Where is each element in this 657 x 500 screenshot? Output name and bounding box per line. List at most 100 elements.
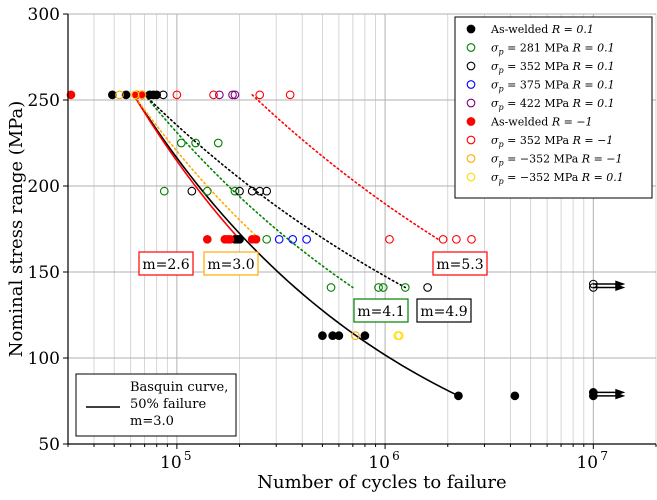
data-point-series-5 bbox=[225, 234, 235, 244]
data-point-series-0 bbox=[454, 391, 463, 401]
data-point-series-1 bbox=[230, 186, 240, 196]
curve-neg352-rm1 bbox=[132, 94, 261, 241]
curve-layer bbox=[132, 94, 459, 397]
slope-label-box bbox=[138, 251, 194, 276]
legend-marker bbox=[466, 80, 476, 89]
data-point-series-1 bbox=[374, 283, 383, 292]
x-tick-label: 10 bbox=[368, 453, 390, 473]
data-point-series-5 bbox=[66, 90, 76, 100]
data-point-series-1 bbox=[191, 138, 200, 148]
data-point-series-2 bbox=[158, 90, 168, 100]
data-point-series-4 bbox=[228, 90, 237, 100]
slope-label-box bbox=[416, 298, 472, 323]
legend-marker bbox=[466, 172, 476, 182]
data-point-series-6 bbox=[452, 234, 461, 244]
data-point-series-1 bbox=[202, 186, 212, 196]
slope-label: m=3.0 bbox=[207, 257, 254, 273]
slope-label: m=4.1 bbox=[357, 304, 404, 320]
x-tick-exponent: 5 bbox=[184, 449, 192, 463]
basquin-legend-text: m=3.0 bbox=[130, 414, 174, 429]
data-point-series-2 bbox=[423, 283, 432, 292]
data-point-series-2 bbox=[255, 186, 265, 196]
data-point-series-1 bbox=[400, 283, 410, 292]
legend-entry: As-welded R = 0.1 bbox=[490, 23, 594, 36]
data-point-series-3 bbox=[274, 234, 284, 244]
data-point-series-2 bbox=[187, 186, 197, 196]
data-point-series-0 bbox=[235, 234, 244, 244]
legend-marker bbox=[466, 135, 476, 145]
x-axis-label: Number of cycles to failure bbox=[257, 472, 506, 493]
point-layer bbox=[66, 90, 598, 401]
data-point-series-8 bbox=[130, 90, 140, 100]
legend-entry: σp = 352 MPa R = 0.1 bbox=[491, 60, 615, 75]
data-point-series-6 bbox=[172, 90, 182, 100]
data-point-series-8 bbox=[394, 331, 404, 340]
runout-arrowhead bbox=[615, 280, 626, 288]
data-point-series-0 bbox=[121, 90, 131, 100]
data-point-series-1 bbox=[262, 234, 272, 244]
data-point-series-0 bbox=[152, 90, 162, 100]
legend-marker bbox=[466, 24, 476, 34]
slope-label: m=4.9 bbox=[420, 304, 467, 320]
data-point-series-1 bbox=[176, 138, 186, 148]
curve-p281 bbox=[143, 94, 354, 289]
data-point-series-3 bbox=[302, 234, 311, 244]
y-tick-label: 100 bbox=[28, 349, 60, 369]
curve-p352-rm1 bbox=[251, 94, 440, 241]
slope-label-box bbox=[432, 251, 488, 276]
y-tick-label: 250 bbox=[28, 91, 60, 111]
data-point-series-2 bbox=[235, 186, 244, 196]
y-tick-label: 50 bbox=[38, 435, 60, 455]
data-point-series-6 bbox=[285, 90, 295, 100]
runout-arrowhead bbox=[615, 388, 626, 396]
basquin-legend-text: 50% failure bbox=[130, 397, 206, 412]
slope-label: m=5.3 bbox=[436, 257, 483, 273]
legend-marker bbox=[466, 98, 476, 108]
basquin-legend-text: Basquin curve, bbox=[130, 380, 228, 395]
x-tick-label: 10 bbox=[576, 453, 598, 473]
y-tick-label: 150 bbox=[28, 263, 60, 283]
legend-marker bbox=[466, 43, 476, 52]
data-point-series-4 bbox=[215, 90, 224, 100]
data-point-series-0 bbox=[334, 331, 344, 340]
slope-label-box bbox=[353, 298, 409, 323]
legend-marker bbox=[466, 117, 476, 126]
data-point-series-4 bbox=[230, 90, 240, 100]
data-point-series-7 bbox=[351, 331, 360, 340]
data-point-series-0 bbox=[318, 331, 327, 340]
legend-entry: σp = 281 MPa R = 0.1 bbox=[491, 42, 615, 57]
y-tick-label: 200 bbox=[28, 177, 60, 197]
data-point-series-0 bbox=[360, 331, 370, 340]
basquin-legend: Basquin curve, 50% failure m=3.0 bbox=[75, 373, 237, 437]
legend-entry: As-welded R = −1 bbox=[490, 116, 593, 129]
curve-aw-r01 bbox=[132, 94, 459, 397]
legend-box bbox=[454, 16, 653, 199]
legend-marker bbox=[466, 154, 476, 163]
slope-label-box bbox=[203, 251, 259, 276]
runout-layer bbox=[593, 280, 626, 400]
data-point-series-6 bbox=[209, 90, 218, 100]
data-point-series-6 bbox=[385, 234, 394, 244]
annotation-layer: m=2.6 m=3.0 m=4.1 m=4.9 m=5.3 bbox=[138, 251, 488, 323]
x-tick-exponent: 7 bbox=[600, 449, 608, 463]
curve-aw-rm1 bbox=[132, 94, 241, 240]
data-point-series-6 bbox=[467, 234, 476, 244]
y-axis-label: Nominal stress range (MPa) bbox=[6, 101, 27, 357]
data-point-series-3 bbox=[288, 234, 298, 244]
data-point-series-1 bbox=[326, 283, 336, 292]
legend-marker bbox=[466, 61, 476, 71]
data-point-series-0 bbox=[510, 391, 520, 401]
data-point-series-1 bbox=[213, 138, 223, 148]
data-point-series-2 bbox=[262, 186, 272, 196]
x-tick-exponent: 6 bbox=[392, 449, 400, 463]
data-point-series-5 bbox=[202, 234, 212, 244]
x-tick-label: 10 bbox=[160, 453, 182, 473]
legend-entry: σp = 422 MPa R = 0.1 bbox=[491, 97, 615, 112]
legend-entry: σp = −352 MPa R = −1 bbox=[491, 153, 623, 168]
data-point-series-7 bbox=[115, 90, 124, 100]
legend-entry: σp = 375 MPa R = 0.1 bbox=[491, 79, 615, 94]
basquin-legend-box bbox=[75, 373, 237, 437]
